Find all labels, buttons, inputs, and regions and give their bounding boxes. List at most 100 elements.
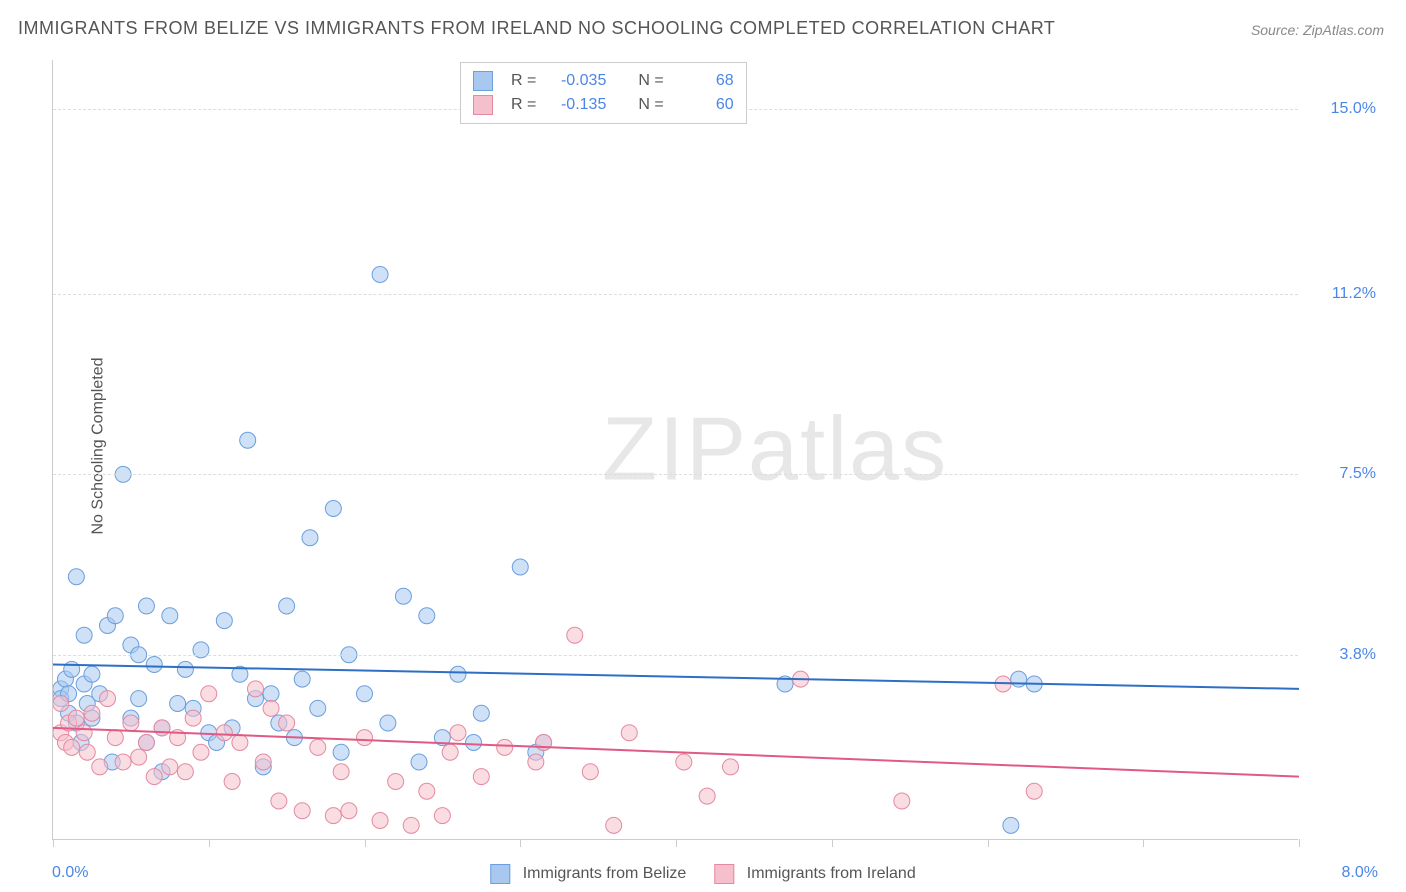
x-axis-max-label: 8.0%: [1342, 864, 1378, 882]
scatter-point-ireland: [64, 739, 80, 755]
scatter-point-ireland: [582, 764, 598, 780]
scatter-point-ireland: [224, 774, 240, 790]
stats-legend-box: R = -0.035 N = 68 R = -0.135 N = 60: [460, 62, 747, 124]
scatter-point-ireland: [419, 783, 435, 799]
scatter-point-ireland: [310, 739, 326, 755]
scatter-point-ireland: [341, 803, 357, 819]
scatter-point-belize: [411, 754, 427, 770]
scatter-point-ireland: [185, 710, 201, 726]
y-tick-label: 3.8%: [1306, 646, 1376, 664]
scatter-point-ireland: [606, 817, 622, 833]
scatter-point-ireland: [84, 705, 100, 721]
swatch-belize: [490, 864, 510, 884]
scatter-point-ireland: [473, 769, 489, 785]
scatter-point-belize: [325, 501, 341, 517]
scatter-point-belize: [395, 588, 411, 604]
scatter-point-ireland: [497, 739, 513, 755]
scatter-point-belize: [357, 686, 373, 702]
x-tick: [832, 839, 833, 847]
scatter-point-belize: [1011, 671, 1027, 687]
scatter-point-belize: [450, 666, 466, 682]
scatter-point-belize: [107, 608, 123, 624]
scatter-point-ireland: [131, 749, 147, 765]
r-label: R =: [511, 72, 536, 90]
scatter-point-ireland: [53, 696, 69, 712]
x-axis-min-label: 0.0%: [52, 864, 88, 882]
scatter-point-ireland: [442, 744, 458, 760]
scatter-point-belize: [68, 569, 84, 585]
scatter-point-ireland: [528, 754, 544, 770]
y-tick-label: 15.0%: [1306, 100, 1376, 118]
scatter-point-ireland: [1026, 783, 1042, 799]
scatter-point-ireland: [699, 788, 715, 804]
scatter-point-belize: [162, 608, 178, 624]
scatter-point-belize: [263, 686, 279, 702]
scatter-point-belize: [294, 671, 310, 687]
scatter-point-ireland: [325, 808, 341, 824]
scatter-point-ireland: [216, 725, 232, 741]
y-tick-label: 11.2%: [1306, 285, 1376, 303]
scatter-point-ireland: [115, 754, 131, 770]
legend-item-ireland: Immigrants from Ireland: [714, 864, 915, 884]
n-label: N =: [638, 96, 663, 114]
scatter-point-ireland: [68, 710, 84, 726]
legend-label-ireland: Immigrants from Ireland: [747, 865, 916, 882]
scatter-point-ireland: [894, 793, 910, 809]
scatter-point-ireland: [201, 686, 217, 702]
r-value-belize: -0.035: [546, 72, 606, 90]
stats-row-ireland: R = -0.135 N = 60: [473, 93, 734, 117]
scatter-point-belize: [512, 559, 528, 575]
scatter-point-belize: [279, 598, 295, 614]
r-label: R =: [511, 96, 536, 114]
scatter-point-belize: [1003, 817, 1019, 833]
x-tick: [988, 839, 989, 847]
scatter-point-ireland: [79, 744, 95, 760]
scatter-point-ireland: [162, 759, 178, 775]
scatter-point-belize: [372, 267, 388, 283]
x-tick: [676, 839, 677, 847]
scatter-point-ireland: [232, 735, 248, 751]
scatter-point-ireland: [372, 813, 388, 829]
scatter-svg: [53, 60, 1299, 840]
scatter-point-ireland: [154, 720, 170, 736]
swatch-ireland: [714, 864, 734, 884]
scatter-point-ireland: [92, 759, 108, 775]
scatter-point-ireland: [567, 627, 583, 643]
scatter-point-ireland: [279, 715, 295, 731]
chart-container: IMMIGRANTS FROM BELIZE VS IMMIGRANTS FRO…: [0, 0, 1406, 892]
scatter-point-belize: [419, 608, 435, 624]
scatter-point-ireland: [263, 700, 279, 716]
plot-area: ZIPatlas 3.8%7.5%11.2%15.0%: [52, 60, 1298, 840]
chart-title: IMMIGRANTS FROM BELIZE VS IMMIGRANTS FRO…: [18, 18, 1055, 39]
scatter-point-belize: [216, 613, 232, 629]
scatter-point-belize: [84, 666, 100, 682]
scatter-point-ireland: [76, 725, 92, 741]
scatter-point-belize: [380, 715, 396, 731]
y-tick-label: 7.5%: [1306, 465, 1376, 483]
scatter-point-belize: [310, 700, 326, 716]
scatter-point-ireland: [403, 817, 419, 833]
scatter-point-belize: [76, 627, 92, 643]
scatter-point-ireland: [107, 730, 123, 746]
scatter-point-ireland: [100, 691, 116, 707]
n-value-ireland: 60: [674, 96, 734, 114]
scatter-point-belize: [146, 657, 162, 673]
scatter-point-ireland: [255, 754, 271, 770]
n-value-belize: 68: [674, 72, 734, 90]
scatter-point-ireland: [676, 754, 692, 770]
stats-row-belize: R = -0.035 N = 68: [473, 69, 734, 93]
n-label: N =: [638, 72, 663, 90]
swatch-ireland: [473, 95, 493, 115]
scatter-point-ireland: [193, 744, 209, 760]
source-attribution: Source: ZipAtlas.com: [1251, 22, 1384, 38]
scatter-point-ireland: [450, 725, 466, 741]
scatter-point-ireland: [123, 715, 139, 731]
scatter-point-ireland: [271, 793, 287, 809]
scatter-point-belize: [131, 691, 147, 707]
bottom-legend: Immigrants from Belize Immigrants from I…: [490, 864, 915, 884]
scatter-point-ireland: [723, 759, 739, 775]
swatch-belize: [473, 71, 493, 91]
scatter-point-ireland: [357, 730, 373, 746]
scatter-point-ireland: [247, 681, 263, 697]
scatter-point-belize: [138, 598, 154, 614]
